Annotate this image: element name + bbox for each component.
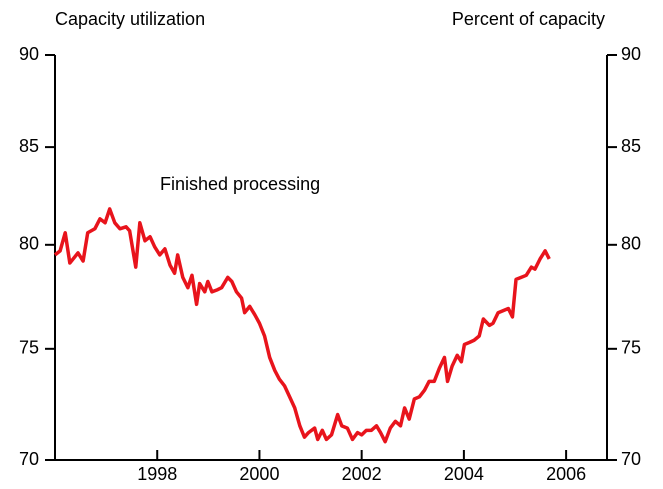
y-tick-label-right: 70 — [621, 449, 641, 469]
annotation: Finished processing — [160, 174, 320, 194]
line — [53, 207, 551, 444]
chart-title: Capacity utilization — [55, 9, 205, 29]
y-tick-label-right: 75 — [621, 338, 641, 358]
x-tick-label: 2000 — [239, 464, 279, 484]
x-tick-label: 2004 — [444, 464, 484, 484]
x-tick-label: 2006 — [546, 464, 586, 484]
y-tick-label-right: 85 — [621, 136, 641, 156]
y-tick-label: 80 — [19, 234, 39, 254]
y-tick-label: 70 — [19, 449, 39, 469]
y-tick-label: 85 — [19, 136, 39, 156]
y-tick-label: 90 — [19, 44, 39, 64]
y-tick-label: 75 — [19, 338, 39, 358]
right-axis-label: Percent of capacity — [452, 9, 605, 29]
x-tick-label: 2002 — [342, 464, 382, 484]
y-tick-label-right: 80 — [621, 234, 641, 254]
y-tick-label-right: 90 — [621, 44, 641, 64]
x-tick-label: 1998 — [137, 464, 177, 484]
